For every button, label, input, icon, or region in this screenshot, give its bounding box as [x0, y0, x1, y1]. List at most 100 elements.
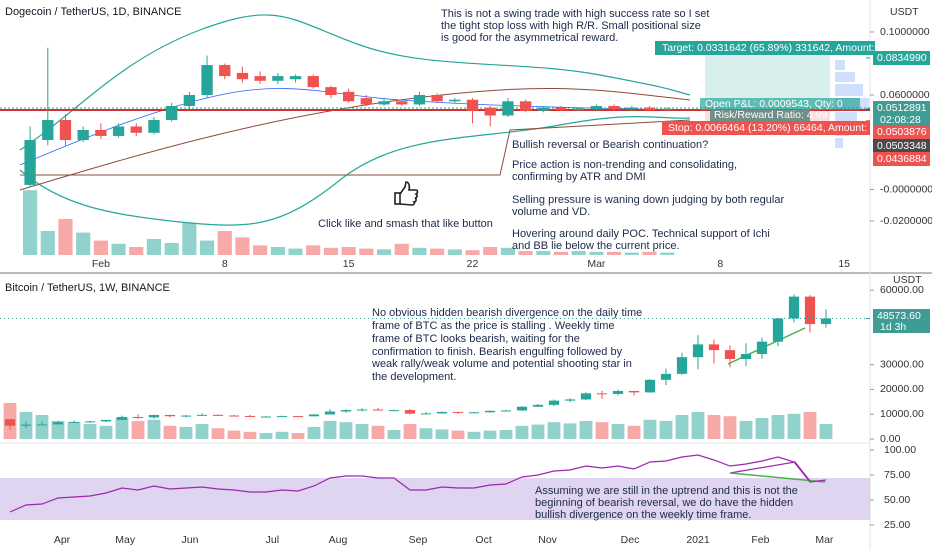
- annotation-line: bullish divergence on the weekly time fr…: [535, 509, 751, 521]
- stop-label: Stop: 0.0066464 (13.20%) 66464, Amount: …: [668, 122, 876, 134]
- volume-bar: [58, 219, 73, 255]
- volume-bar: [691, 412, 705, 439]
- candle-body: [307, 76, 319, 88]
- volume-bar: [515, 425, 529, 439]
- volume-bar: [291, 433, 305, 439]
- price-label: 48573.60: [877, 310, 921, 322]
- volume-bar: [483, 430, 497, 439]
- rsi-band: [0, 478, 870, 520]
- volume-bar: [435, 429, 449, 439]
- x-tick-label: 8: [222, 258, 228, 270]
- volume-bar: [288, 248, 303, 255]
- volume-bar: [323, 421, 337, 439]
- volume-bar: [51, 421, 65, 439]
- candle-body: [708, 344, 720, 351]
- volume-bar: [518, 251, 533, 255]
- candle-body: [378, 101, 390, 105]
- price-label-box: [873, 125, 930, 139]
- volume-bar: [467, 431, 481, 439]
- candle-body: [413, 94, 426, 105]
- volume-bar: [579, 421, 593, 439]
- ichimoku-span: [20, 119, 691, 176]
- annotation-line: Selling pressure is waning down judging …: [512, 194, 784, 206]
- x-tick-label: Mar: [587, 258, 606, 270]
- volume-bar: [571, 251, 586, 255]
- volume-bar: [803, 412, 817, 439]
- candle-body: [532, 404, 544, 407]
- x-tick-label: Jul: [266, 534, 279, 546]
- rsi-tick-label: 50.00: [884, 494, 910, 506]
- price-label-box: [873, 51, 930, 65]
- countdown-box: [873, 321, 930, 333]
- volume-bar: [371, 425, 385, 439]
- candle-body: [201, 65, 213, 95]
- candle-body: [692, 344, 704, 358]
- volume-bar: [211, 428, 225, 439]
- volume-bar: [163, 425, 177, 439]
- annotation-line: Hovering around daily POC. Technical sup…: [512, 228, 770, 240]
- candle-body: [772, 318, 784, 342]
- candle-body: [436, 411, 448, 414]
- volume-bar: [259, 433, 273, 439]
- candle-body: [660, 373, 672, 380]
- volume-bar: [307, 427, 321, 439]
- volume-bar: [76, 232, 91, 255]
- candle-body: [516, 406, 528, 411]
- bottom-axis-unit: USDT: [893, 274, 922, 286]
- volume-bar: [146, 239, 162, 255]
- y-tick-label: -0.0000000: [880, 183, 932, 195]
- price-label-box: [873, 101, 930, 115]
- annotation-line: confirming by ATR and DMI: [512, 171, 646, 183]
- annotation-line: beginning of bearish reversal, we do hav…: [535, 497, 793, 509]
- candle-body: [219, 65, 231, 77]
- volume-bar: [642, 251, 657, 255]
- volume-bar: [771, 415, 785, 439]
- x-tick-label: Mar: [815, 534, 834, 546]
- volume-bar: [394, 243, 409, 255]
- volume-bar: [819, 424, 833, 439]
- volume-bar: [341, 247, 356, 255]
- volume-bar: [199, 240, 215, 255]
- divergence-rsi-a: [729, 461, 811, 482]
- thumbs-up-icon: [394, 181, 419, 206]
- volume-bar: [339, 422, 353, 439]
- volume-bar: [359, 248, 374, 255]
- volume-bar: [611, 424, 625, 439]
- volume-bar: [235, 237, 250, 255]
- volume-bar: [99, 425, 113, 439]
- volume-bar: [35, 415, 49, 439]
- volume-bar: [419, 428, 433, 439]
- volume-bar: [227, 430, 241, 439]
- candle-body: [548, 400, 560, 405]
- candle-body: [484, 410, 496, 413]
- x-tick-label: Jun: [182, 534, 199, 546]
- volume-bar: [270, 247, 285, 255]
- candle-body: [132, 416, 144, 418]
- candle-body: [52, 422, 64, 425]
- volume-bar: [323, 247, 339, 255]
- candle-body: [130, 126, 142, 133]
- y-tick-label: 0.1000000: [880, 26, 930, 38]
- candle-body: [36, 424, 48, 426]
- candle-body: [372, 409, 384, 411]
- x-tick-label: 2021: [686, 534, 710, 546]
- volume-bar: [306, 245, 321, 255]
- candle-body: [573, 108, 585, 110]
- volume-bar: [195, 424, 209, 439]
- candle-body: [564, 399, 576, 401]
- volume-bar: [589, 251, 604, 255]
- candle-body: [68, 421, 80, 423]
- volume-bar: [531, 424, 545, 439]
- candle-body: [289, 76, 302, 80]
- candle-body: [148, 415, 160, 418]
- rr-box: [710, 110, 810, 121]
- candle-body: [396, 101, 408, 105]
- pnl-label: Open P&L: 0.0009543, Qty: 0: [705, 98, 843, 110]
- rsi-tick-label: 100.00: [884, 444, 916, 456]
- x-tick-label: Sep: [409, 534, 428, 546]
- x-tick-label: 15: [838, 258, 850, 270]
- annotation-line: This is not a swing trade with high succ…: [441, 8, 709, 20]
- x-tick-label: 22: [467, 258, 479, 270]
- candle-body: [292, 416, 304, 418]
